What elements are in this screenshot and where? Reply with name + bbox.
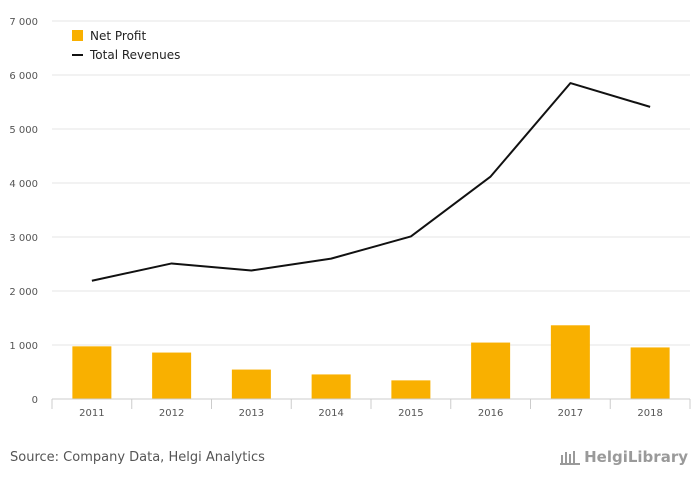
- x-tick-label: 2017: [558, 408, 583, 419]
- x-tick-label: 2013: [239, 408, 264, 419]
- x-tick-label: 2018: [637, 408, 662, 419]
- y-tick-label: 5 000: [9, 125, 38, 136]
- bar: [471, 342, 511, 399]
- library-icon: [560, 451, 581, 465]
- bar: [152, 352, 192, 399]
- y-tick-label: 6 000: [9, 71, 38, 82]
- grid-lines: [52, 20, 690, 346]
- chart: 0 1 000 2 000 3 000 4 000 5 000 6 000 7 000 201…: [9, 17, 691, 419]
- legend-swatch-bar: [72, 30, 83, 41]
- bar: [550, 325, 590, 399]
- bar: [311, 374, 351, 399]
- x-tick-label: 2011: [79, 408, 104, 419]
- legend-label: Net Profit: [90, 29, 146, 43]
- y-tick-label: 7 000: [9, 17, 38, 28]
- bar: [630, 347, 670, 399]
- bar: [72, 346, 112, 399]
- legend: Net Profit Total Revenues: [72, 29, 180, 62]
- y-axis-ticks: 0 1 000 2 000 3 000 4 000 5 000 6 000 7 000: [9, 17, 38, 406]
- y-tick-label: 2 000: [9, 287, 38, 298]
- brand-logo: HelgiLibrary: [560, 448, 688, 466]
- x-tick-label: 2012: [159, 408, 184, 419]
- line-series: [91, 82, 651, 282]
- bar: [231, 369, 271, 399]
- x-tick-label: 2014: [318, 408, 343, 419]
- x-tick-label: 2016: [478, 408, 503, 419]
- y-tick-label: 4 000: [9, 179, 38, 190]
- legend-label: Total Revenues: [89, 48, 180, 62]
- series-line: [91, 82, 651, 282]
- bar: [391, 380, 431, 399]
- y-tick-label: 1 000: [9, 341, 38, 352]
- x-tick-label: 2015: [398, 408, 423, 419]
- y-tick-label: 0: [32, 395, 38, 406]
- source-note: Source: Company Data, Helgi Analytics: [10, 450, 265, 465]
- x-axis: 2011 2012 2013 2014 2015 2016 2017 2018: [51, 398, 691, 419]
- y-tick-label: 3 000: [9, 233, 38, 244]
- brand-text: HelgiLibrary: [584, 448, 688, 466]
- bar-series: [72, 325, 670, 399]
